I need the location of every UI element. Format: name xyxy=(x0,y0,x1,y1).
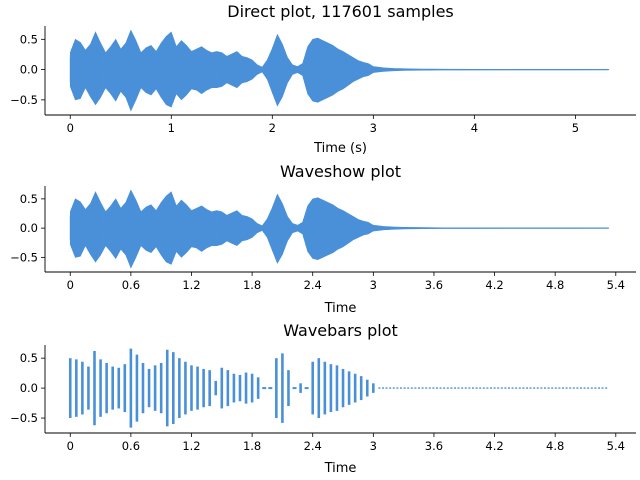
x-tick-label: 4.8 xyxy=(546,439,564,453)
x-tick-label: 1.2 xyxy=(182,278,200,292)
x-tick-label: 1.8 xyxy=(243,278,261,292)
y-tick-label: 0.0 xyxy=(20,221,38,235)
waveshow-plot-panel: Waveshow plot Time 0 0.6 1.2 1.8 2.4 3 3.6 4.2 4… xyxy=(10,162,636,316)
x-tick-label: 3 xyxy=(370,121,377,135)
y-tick-label: −0.5 xyxy=(10,93,38,107)
y-tick-label: 0.0 xyxy=(20,63,38,77)
x-tick-label: 5 xyxy=(572,121,579,135)
x-tick-label: 1.8 xyxy=(243,439,261,453)
x-tick-label: 1 xyxy=(168,121,175,135)
x-tick-label: 3 xyxy=(370,278,377,292)
x-tick-label: 0 xyxy=(67,439,74,453)
x-tick-label: 1.2 xyxy=(182,439,200,453)
y-tick-label: 0.5 xyxy=(20,32,38,46)
x-tick-label: 4.2 xyxy=(485,439,503,453)
x-tick-label: 2.4 xyxy=(304,278,322,292)
x-tick-label: 0.6 xyxy=(122,278,140,292)
x-tick-label: 0 xyxy=(67,278,74,292)
direct-plot-panel: Direct plot, 117601 samples Time (s) 0 1 2… xyxy=(10,2,636,156)
chart-title: Waveshow plot xyxy=(280,162,401,181)
x-tick-label: 4 xyxy=(471,121,478,135)
y-tick-label: −0.5 xyxy=(10,411,38,425)
x-tick-label: 3.6 xyxy=(425,439,443,453)
x-axis-label: Time (s) xyxy=(313,141,367,156)
x-axis-label: Time xyxy=(324,461,357,476)
y-tick-label: −0.5 xyxy=(10,250,38,264)
x-tick-label: 0 xyxy=(67,121,74,135)
x-tick-label: 5.4 xyxy=(607,439,625,453)
x-tick-label: 3.6 xyxy=(425,278,443,292)
x-tick-label: 3 xyxy=(370,439,377,453)
y-tick-label: 0.5 xyxy=(20,351,38,365)
x-tick-label: 2 xyxy=(269,121,276,135)
x-tick-label: 5.4 xyxy=(607,278,625,292)
y-tick-label: 0.5 xyxy=(20,192,38,206)
x-tick-label: 4.2 xyxy=(485,278,503,292)
x-axis-label: Time xyxy=(324,301,357,316)
y-tick-label: 0.0 xyxy=(20,381,38,395)
chart-title: Direct plot, 117601 samples xyxy=(227,2,454,21)
x-tick-label: 4.8 xyxy=(546,278,564,292)
x-tick-label: 2.4 xyxy=(304,439,322,453)
chart-title: Wavebars plot xyxy=(283,321,398,340)
wavebars-plot-panel: Wavebars plot Time 0 0.6 1.2 1.8 2.4 3 3.6 4.2 4… xyxy=(10,321,636,476)
x-tick-label: 0.6 xyxy=(122,439,140,453)
